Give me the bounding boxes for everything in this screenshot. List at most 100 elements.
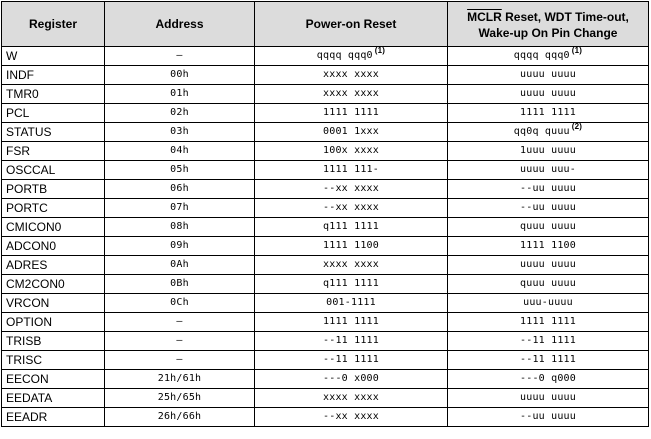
- mclr-reset-value: 1uuu uuuu: [520, 145, 576, 156]
- register-name-cell: OSCCAL: [1, 160, 105, 180]
- header-row: Register Address Power-on Reset MCLR Res…: [1, 1, 649, 47]
- mclr-reset-value: --uu uuuu: [520, 202, 576, 213]
- address-cell: 03h: [104, 122, 255, 142]
- register-reset-table: Register Address Power-on Reset MCLR Res…: [1, 1, 649, 427]
- power-on-reset-cell: xxxx xxxx: [254, 388, 448, 408]
- power-on-reset-cell: q111 1111: [254, 217, 448, 237]
- header-register: Register: [1, 1, 105, 47]
- address-cell: 00h: [104, 65, 255, 85]
- register-name-cell: PORTB: [1, 179, 105, 199]
- register-name-cell: EEDATA: [1, 388, 105, 408]
- power-on-reset-cell: --11 1111: [254, 350, 448, 370]
- power-on-reset-cell: 100x xxxx: [254, 141, 448, 161]
- address-cell: 26h/66h: [104, 407, 255, 427]
- power-on-reset-value: --11 1111: [323, 354, 379, 365]
- mclr-reset-value: uuuu uuu-: [520, 164, 576, 175]
- register-name-cell: PORTC: [1, 198, 105, 218]
- power-on-reset-value: --xx xxxx: [323, 183, 379, 194]
- mclr-reset-cell: 1111 1100: [447, 236, 649, 256]
- table-row: TRISB — --11 1111 --11 1111: [1, 331, 649, 351]
- table-row: EEDATA 25h/65h xxxx xxxx uuuu uuuu: [1, 388, 649, 408]
- power-on-reset-cell: --xx xxxx: [254, 407, 448, 427]
- address-cell: 01h: [104, 84, 255, 104]
- power-on-reset-cell: 001-1111: [254, 293, 448, 313]
- power-on-reset-value: 1111 1111: [323, 107, 379, 118]
- register-name-cell: INDF: [1, 65, 105, 85]
- mclr-reset-value: uuuu uuuu: [520, 69, 576, 80]
- mclr-reset-value: quuu uuuu: [520, 221, 576, 232]
- register-name-cell: CM2CON0: [1, 274, 105, 294]
- power-on-reset-cell: 1111 1111: [254, 103, 448, 123]
- mclr-reset-value: --uu uuuu: [520, 411, 576, 422]
- register-name-cell: ADRES: [1, 255, 105, 275]
- mclr-reset-cell: --11 1111: [447, 331, 649, 351]
- power-on-reset-value: xxxx xxxx: [323, 88, 379, 99]
- mclr-reset-cell: --uu uuuu: [447, 198, 649, 218]
- table-row: EEADR 26h/66h --xx xxxx --uu uuuu: [1, 407, 649, 427]
- header-power-on-reset: Power-on Reset: [254, 1, 448, 47]
- address-cell: 02h: [104, 103, 255, 123]
- header-mclr-reset: MCLR Reset, WDT Time-out, Wake-up On Pin…: [447, 1, 649, 47]
- address-cell: 0Bh: [104, 274, 255, 294]
- power-on-reset-value: 001-1111: [326, 297, 376, 308]
- register-name-cell: W: [1, 46, 105, 66]
- mclr-reset-value: --11 1111: [520, 335, 576, 346]
- register-name-cell: TRISC: [1, 350, 105, 370]
- address-cell: 21h/61h: [104, 369, 255, 389]
- address-cell: 07h: [104, 198, 255, 218]
- register-name-cell: EEADR: [1, 407, 105, 427]
- mclr-reset-value: uuuu uuuu: [520, 259, 576, 270]
- power-on-reset-cell: xxxx xxxx: [254, 84, 448, 104]
- mclr-reset-value: uuu-uuuu: [523, 297, 573, 308]
- power-on-reset-value: qqqq qqq0: [316, 50, 373, 61]
- mclr-reset-cell: uuuu uuuu: [447, 255, 649, 275]
- power-on-reset-value: ---0 x000: [323, 373, 379, 384]
- table-row: OPTION — 1111 1111 1111 1111: [1, 312, 649, 332]
- power-on-reset-value: --11 1111: [323, 335, 379, 346]
- power-on-reset-cell: --xx xxxx: [254, 179, 448, 199]
- power-on-reset-cell: --11 1111: [254, 331, 448, 351]
- table-row: VRCON 0Ch 001-1111 uuu-uuuu: [1, 293, 649, 313]
- mclr-reset-cell: quuu uuuu: [447, 274, 649, 294]
- address-cell: 0Ah: [104, 255, 255, 275]
- power-on-reset-cell: 0001 1xxx: [254, 122, 448, 142]
- mclr-reset-cell: 1111 1111: [447, 312, 649, 332]
- address-cell: —: [104, 46, 255, 66]
- table-row: CM2CON0 0Bh q111 1111 quuu uuuu: [1, 274, 649, 294]
- header-mclr-rest: Reset, WDT Time-out,: [501, 9, 629, 24]
- power-on-reset-cell: 1111 1100: [254, 236, 448, 256]
- power-on-reset-value: q111 1111: [323, 221, 379, 232]
- table-row: STATUS 03h 0001 1xxx qq0q quuu (2): [1, 122, 649, 142]
- mclr-reset-value: 1111 1111: [520, 107, 576, 118]
- table-row: PCL 02h 1111 1111 1111 1111: [1, 103, 649, 123]
- mclr-reset-cell: uuuu uuuu: [447, 388, 649, 408]
- power-on-reset-value: xxxx xxxx: [323, 392, 379, 403]
- register-name-cell: VRCON: [1, 293, 105, 313]
- register-name-cell: OPTION: [1, 312, 105, 332]
- footnote-marker: (2): [571, 122, 583, 131]
- mclr-reset-value: quuu uuuu: [520, 278, 576, 289]
- register-name-cell: FSR: [1, 141, 105, 161]
- mclr-reset-cell: 1uuu uuuu: [447, 141, 649, 161]
- mclr-reset-cell: 1111 1111: [447, 103, 649, 123]
- address-cell: —: [104, 312, 255, 332]
- address-cell: 06h: [104, 179, 255, 199]
- table-row: TMR0 01h xxxx xxxx uuuu uuuu: [1, 84, 649, 104]
- mclr-reset-cell: uuuu uuuu: [447, 84, 649, 104]
- address-cell: 09h: [104, 236, 255, 256]
- power-on-reset-value: 100x xxxx: [323, 145, 379, 156]
- address-cell: 08h: [104, 217, 255, 237]
- header-address: Address: [104, 1, 255, 47]
- table-row: PORTB 06h --xx xxxx --uu uuuu: [1, 179, 649, 199]
- power-on-reset-value: xxxx xxxx: [323, 259, 379, 270]
- mclr-reset-value: 1111 1100: [520, 240, 576, 251]
- register-name-cell: EECON: [1, 369, 105, 389]
- mclr-reset-value: qqqq qqq0: [513, 50, 570, 61]
- address-cell: —: [104, 331, 255, 351]
- address-cell: 0Ch: [104, 293, 255, 313]
- mclr-reset-value: qq0q quuu: [513, 126, 570, 137]
- power-on-reset-value: --xx xxxx: [323, 411, 379, 422]
- register-name-cell: ADCON0: [1, 236, 105, 256]
- table-row: FSR 04h 100x xxxx 1uuu uuuu: [1, 141, 649, 161]
- address-cell: 04h: [104, 141, 255, 161]
